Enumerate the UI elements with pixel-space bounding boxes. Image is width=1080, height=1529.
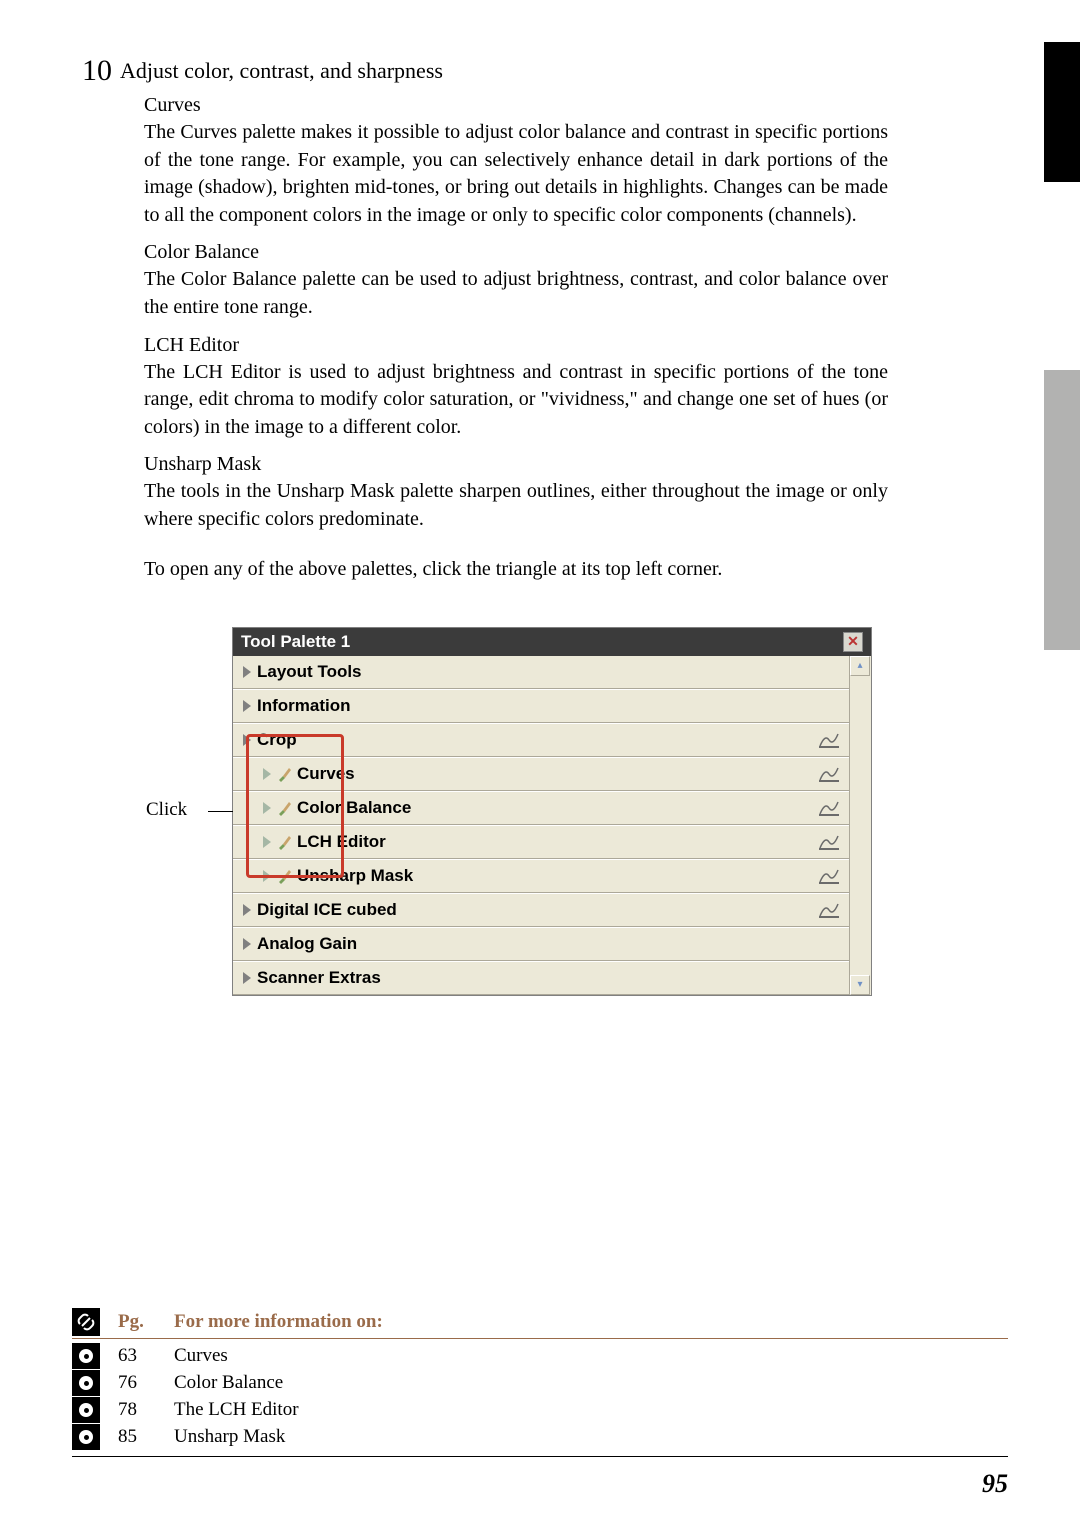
palette-row[interactable]: Layout Tools xyxy=(233,656,849,689)
palette-figure: Click Tool Palette 1 ✕ Layout ToolsInfor… xyxy=(232,627,952,996)
section: LCH EditorThe LCH Editor is used to adju… xyxy=(144,334,888,442)
palette-row[interactable]: Color Balance xyxy=(233,791,849,825)
expand-triangle-icon[interactable] xyxy=(243,700,251,712)
reference-page: 78 xyxy=(118,1399,174,1421)
bullet-icon xyxy=(72,1424,100,1450)
palette-row-label: Analog Gain xyxy=(257,934,357,954)
side-tab-black xyxy=(1044,42,1080,182)
palette-row[interactable]: Crop xyxy=(233,723,849,757)
expand-triangle-icon[interactable] xyxy=(263,768,271,780)
reference-rule xyxy=(72,1456,1008,1457)
palette-row[interactable]: Digital ICE cubed xyxy=(233,893,849,927)
section-body: The LCH Editor is used to adjust brightn… xyxy=(144,359,888,442)
section-heading: Color Balance xyxy=(144,241,888,264)
expand-triangle-icon[interactable] xyxy=(243,904,251,916)
scroll-down-icon[interactable]: ▾ xyxy=(850,975,870,995)
section: CurvesThe Curves palette makes it possib… xyxy=(144,94,888,229)
palette-titlebar[interactable]: Tool Palette 1 ✕ xyxy=(233,628,871,656)
close-icon[interactable]: ✕ xyxy=(843,632,863,652)
reference-text: Color Balance xyxy=(174,1372,283,1394)
palette-row[interactable]: LCH Editor xyxy=(233,825,849,859)
reference-page: 63 xyxy=(118,1345,174,1367)
expand-triangle-icon[interactable] xyxy=(263,802,271,814)
curve-icon[interactable] xyxy=(819,732,839,748)
expand-triangle-icon[interactable] xyxy=(243,666,251,678)
palette-row-label: Scanner Extras xyxy=(257,968,381,988)
palette-row-label: Curves xyxy=(297,764,355,784)
reference-row: 76Color Balance xyxy=(72,1370,1008,1396)
brush-icon xyxy=(277,834,291,850)
reference-text: The LCH Editor xyxy=(174,1399,299,1421)
section: Color BalanceThe Color Balance palette c… xyxy=(144,241,888,321)
reference-block: Pg. For more information on: 63Curves76C… xyxy=(72,1308,1008,1457)
section: Unsharp MaskThe tools in the Unsharp Mas… xyxy=(144,453,888,533)
reference-page: 76 xyxy=(118,1372,174,1394)
reference-header: Pg. For more information on: xyxy=(72,1308,1008,1339)
brush-icon xyxy=(277,766,291,782)
click-label: Click xyxy=(146,799,187,821)
section-body: The Curves palette makes it possible to … xyxy=(144,119,888,229)
side-tab-gray xyxy=(1044,370,1080,650)
step-number: 10 xyxy=(72,56,120,86)
document-page: 10 Adjust color, contrast, and sharpness… xyxy=(0,0,1080,1529)
palette-row[interactable]: Curves xyxy=(233,757,849,791)
curve-icon[interactable] xyxy=(819,902,839,918)
section-heading: Unsharp Mask xyxy=(144,453,888,476)
brush-icon xyxy=(277,868,291,884)
reference-row: 78The LCH Editor xyxy=(72,1397,1008,1423)
scrollbar[interactable]: ▴ ▾ xyxy=(849,656,871,995)
palette-row-label: Unsharp Mask xyxy=(297,866,413,886)
ref-more-header: For more information on: xyxy=(174,1311,383,1333)
curve-icon[interactable] xyxy=(819,766,839,782)
expand-triangle-icon[interactable] xyxy=(243,938,251,950)
step-title: Adjust color, contrast, and sharpness xyxy=(120,56,443,84)
link-icon xyxy=(72,1308,100,1336)
palette-row-label: Layout Tools xyxy=(257,662,362,682)
palette-row-label: Information xyxy=(257,696,351,716)
palette-row-label: Crop xyxy=(257,730,297,750)
section-heading: Curves xyxy=(144,94,888,117)
reference-row: 63Curves xyxy=(72,1343,1008,1369)
reference-page: 85 xyxy=(118,1426,174,1448)
palette-row[interactable]: Analog Gain xyxy=(233,927,849,961)
curve-icon[interactable] xyxy=(819,868,839,884)
palette-row-label: Digital ICE cubed xyxy=(257,900,397,920)
expand-triangle-icon[interactable] xyxy=(263,836,271,848)
expand-triangle-icon[interactable] xyxy=(243,734,251,746)
bullet-icon xyxy=(72,1397,100,1423)
expand-triangle-icon[interactable] xyxy=(243,972,251,984)
section-body: The Color Balance palette can be used to… xyxy=(144,266,888,321)
reference-text: Curves xyxy=(174,1345,228,1367)
section-body: The tools in the Unsharp Mask palette sh… xyxy=(144,478,888,533)
bullet-icon xyxy=(72,1343,100,1369)
palette-row[interactable]: Unsharp Mask xyxy=(233,859,849,893)
brush-icon xyxy=(277,800,291,816)
tool-palette-window: Tool Palette 1 ✕ Layout Tools Information… xyxy=(232,627,872,996)
reference-text: Unsharp Mask xyxy=(174,1426,285,1448)
palette-title-text: Tool Palette 1 xyxy=(241,632,350,652)
palette-row[interactable]: Information xyxy=(233,689,849,723)
palette-row-label: LCH Editor xyxy=(297,832,386,852)
open-instruction: To open any of the above palettes, click… xyxy=(144,558,888,581)
step-heading: 10 Adjust color, contrast, and sharpness xyxy=(72,56,1008,86)
scroll-up-icon[interactable]: ▴ xyxy=(850,656,870,676)
expand-triangle-icon[interactable] xyxy=(263,870,271,882)
curve-icon[interactable] xyxy=(819,834,839,850)
page-number: 95 xyxy=(982,1469,1008,1499)
ref-pg-header: Pg. xyxy=(118,1311,174,1333)
palette-row[interactable]: Scanner Extras xyxy=(233,961,849,995)
reference-row: 85Unsharp Mask xyxy=(72,1424,1008,1450)
palette-row-label: Color Balance xyxy=(297,798,411,818)
curve-icon[interactable] xyxy=(819,800,839,816)
section-heading: LCH Editor xyxy=(144,334,888,357)
palette-list: Layout Tools Information CropCurves Color B… xyxy=(233,656,849,995)
bullet-icon xyxy=(72,1370,100,1396)
